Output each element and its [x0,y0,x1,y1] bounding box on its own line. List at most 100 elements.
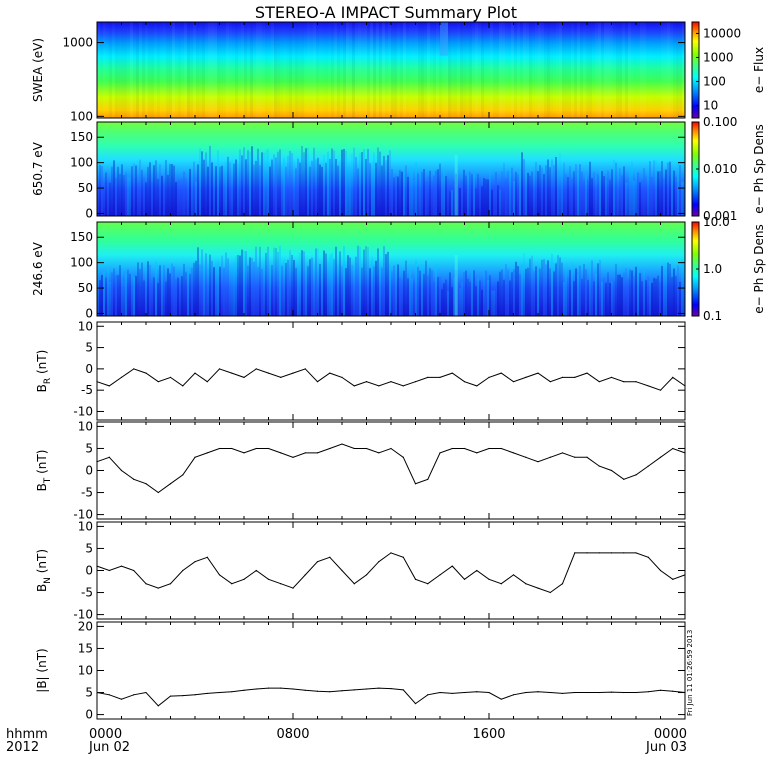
heatmap-streak [341,149,343,216]
data-point [169,483,172,485]
heatmap-streak [286,22,289,118]
heatmap-streak [597,174,599,216]
heatmap-streak [316,22,319,118]
heatmap-streak [431,270,433,316]
y-tick-label: 0 [85,206,93,220]
heatmap-streak [461,282,463,316]
heatmap-streak [239,255,241,316]
heatmap-streak [477,173,479,216]
heatmap-streak [577,274,579,316]
heatmap-streak [634,22,637,118]
heatmap-streak [571,261,573,316]
heatmap-streak [165,281,167,316]
data-point [598,381,600,383]
heatmap-streak [385,22,388,118]
heatmap-streak [275,248,277,316]
heatmap-streak [537,171,539,216]
heatmap-streak [247,265,249,316]
heatmap-streak [679,22,682,118]
y-tick-label: 10 [78,519,93,533]
heatmap-streak [177,180,179,216]
data-point [610,469,613,472]
heatmap-streak [375,260,377,316]
data-point [635,552,637,554]
data-point [378,385,380,387]
panel-7: 20 15 10 5 0 |B| (nT) [35,619,686,722]
heatmap-streak [373,152,375,216]
heatmap-streak [219,266,221,316]
heatmap-streak [523,252,525,316]
heatmap-streak [291,153,293,216]
heatmap-streak [627,182,629,216]
heatmap-streak [581,171,583,216]
heatmap-streak [213,166,215,216]
heatmap-streak [555,157,557,216]
data-point [623,552,625,554]
panel-1: 1000 100 SWEA (eV) 10000 1000 100 10 e− Flux [31,21,766,123]
heatmap-streak [663,178,665,216]
heatmap-streak [101,275,103,316]
heatmap-streak [304,22,307,118]
data-point [659,456,662,458]
panel-frame [96,321,686,421]
heatmap-streak [255,246,257,316]
heatmap-streak [137,182,139,216]
heatmap-streak [485,179,487,216]
heatmap-streak [671,276,673,316]
data-point [463,381,466,383]
data-point [133,478,135,480]
data-point [378,561,380,563]
heatmap-streak [220,22,223,118]
data-point [684,385,686,387]
heatmap-streak [359,153,361,216]
heatmap-streak [251,257,253,316]
heatmap-streak [399,169,401,216]
heatmap-streak [505,22,508,118]
heatmap-streak [337,266,339,316]
heatmap-streak [449,191,451,216]
heatmap-streak [601,22,604,118]
heatmap-streak [631,270,633,316]
heatmap-streak [149,264,151,316]
heatmap-streak [259,246,261,316]
heatmap-streak [337,165,339,216]
heatmap-streak [261,268,263,316]
heatmap-streak [603,176,605,216]
data-point [378,452,380,454]
heatmap-streak [589,262,591,316]
colorbar-tick-label: 0.010 [703,162,737,176]
data-point [255,569,257,572]
heatmap-streak [163,265,165,316]
heatmap-streak [441,177,443,216]
colorbar-label: e− Ph Sp Dens [752,224,766,313]
heatmap-streak [541,167,543,216]
heatmap-streak [553,22,556,118]
heatmap-streak [502,22,505,118]
panel-3: 150 100 50 0 246.6 eV 10.0 1.0 0.1 e− Ph Sp Dens [31,215,766,323]
heatmap-streak [321,166,323,216]
heatmap-streak [325,22,328,118]
heatmap-feature [454,254,458,316]
y-tick-label: 20 [78,619,93,633]
heatmap-streak [459,287,461,316]
y-tick-label: 50 [78,281,93,295]
heatmap-streak [97,268,99,316]
heatmap-streak [373,266,375,316]
series-line [96,552,686,594]
data-point [561,583,564,585]
heatmap-streak [145,22,148,118]
heatmap-streak [565,22,568,118]
heatmap-streak [523,159,525,216]
heatmap-streak [177,277,179,316]
heatmap-streak [339,251,341,316]
heatmap-streak [637,22,640,118]
heatmap-streak [655,278,657,316]
heatmap-streak [371,168,373,216]
data-point [500,372,502,374]
heatmap-streak [365,246,367,316]
heatmap-streak [511,22,514,118]
heatmap-streak [559,153,561,216]
data-point [316,452,319,454]
data-point [427,583,429,585]
heatmap-streak [541,259,543,316]
